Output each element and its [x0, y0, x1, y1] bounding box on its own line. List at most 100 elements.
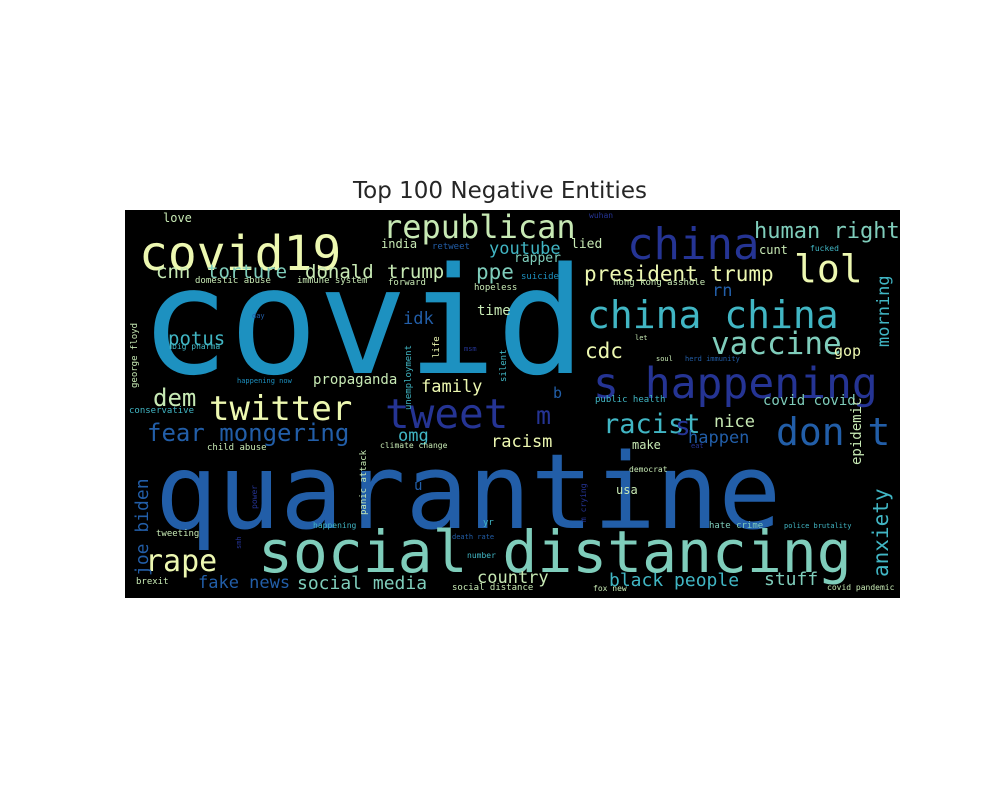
- word-police-brutality: police brutality: [784, 522, 851, 530]
- word-lied: lied: [571, 237, 602, 252]
- word-let: let: [635, 334, 648, 342]
- word-u: u: [414, 478, 422, 494]
- word-s-happening: s happening: [593, 359, 878, 409]
- word-fake-news: fake news: [198, 573, 290, 593]
- word-happening-now: happening now: [237, 377, 293, 385]
- word-republican: republican: [383, 210, 576, 246]
- word-racism: racism: [491, 432, 552, 452]
- word-panic-attack: panic attack: [359, 449, 369, 515]
- word-happening: happening: [313, 521, 357, 530]
- word-morning: morning: [874, 275, 894, 347]
- word-tweet: tweet: [385, 390, 508, 438]
- word-silent: silent: [499, 349, 509, 382]
- word-democrat: democrat: [629, 465, 668, 474]
- word-cunt: cunt: [759, 243, 788, 257]
- word-b: b: [553, 384, 562, 402]
- word-retweet: retweet: [432, 242, 470, 252]
- word-love: love: [163, 211, 192, 225]
- word-lol: lol: [794, 247, 863, 291]
- word-stuff: stuff: [764, 569, 818, 590]
- word-ppe: ppe: [476, 260, 514, 284]
- word-make: make: [632, 438, 661, 452]
- word-climate-change: climate change: [380, 441, 448, 450]
- word-eat: eat: [691, 442, 704, 450]
- word-racist: racist: [603, 409, 701, 440]
- word-unemployment: unemployment: [404, 345, 414, 410]
- word-potus: potus: [168, 328, 225, 350]
- word-social-media: social media: [297, 573, 427, 594]
- word-social-distancing: social distancing: [258, 518, 852, 586]
- word-death-rate: death rate: [452, 533, 494, 541]
- word-rape: rape: [145, 544, 217, 579]
- chart-title: Top 100 Negative Entities: [353, 178, 647, 204]
- word-cnn: cnn: [156, 261, 190, 283]
- word-usa: usa: [616, 483, 638, 497]
- word-tweeting: tweeting: [156, 529, 199, 539]
- word-george-floyd: george floyd: [130, 323, 140, 388]
- word-forward: forward: [388, 278, 426, 288]
- word-quarantine: quarantine: [155, 431, 781, 553]
- word-big-pharma: big pharma: [172, 342, 220, 351]
- word-covid19: covid19: [139, 226, 341, 282]
- word-msm: msm: [464, 345, 477, 353]
- word-rn: rn: [712, 281, 732, 301]
- word-fox-new: fox new: [593, 584, 627, 593]
- word-immune-system: immune system: [297, 276, 367, 286]
- word-cdc: cdc: [585, 339, 623, 363]
- word-vaccine: vaccine: [711, 326, 842, 362]
- word-wuhan: wuhan: [589, 211, 613, 220]
- word-don-t: don t: [776, 410, 890, 454]
- word-gop: gop: [834, 342, 861, 360]
- word-joe-biden: joe biden: [132, 478, 153, 576]
- word-china-china: china china: [587, 293, 839, 337]
- word-country: country: [477, 568, 549, 588]
- word-s: s: [675, 412, 691, 442]
- word-herd-immunity: herd immunity: [685, 355, 740, 363]
- word-family: family: [421, 377, 482, 397]
- word-covid-pandemic: covid pandemic: [827, 583, 895, 592]
- word-time: time: [477, 303, 511, 319]
- word-donald: donald: [305, 261, 374, 283]
- word-president-trump: president trump: [584, 262, 774, 286]
- word-hate-crime: hate crime: [709, 521, 763, 531]
- word-m-crying: m crying: [579, 483, 588, 522]
- word-black-people: black people: [609, 570, 739, 591]
- word-covid: covid: [140, 236, 586, 408]
- word-propaganda: propaganda: [313, 372, 397, 388]
- word-smh: smh: [235, 536, 243, 549]
- word-yr: yr: [483, 518, 494, 528]
- word-china: china: [627, 219, 759, 270]
- word-human-right: human right: [754, 219, 900, 244]
- word-domestic-abuse: domestic abuse: [195, 276, 271, 286]
- word-power: power: [250, 485, 259, 509]
- word-fear-mongering: fear mongering: [147, 419, 349, 447]
- word-m: m: [536, 401, 551, 430]
- word-hong-kong-asshole: hong kong asshole: [613, 278, 705, 288]
- word-public-health: public health: [595, 395, 665, 405]
- word-social-distance: social distance: [452, 583, 533, 593]
- word-brexit: brexit: [136, 577, 169, 587]
- word-epidemic: epidemic: [849, 398, 865, 465]
- word-suicide: suicide: [521, 272, 559, 282]
- word-happen: happen: [688, 428, 749, 448]
- word-twitter: twitter: [209, 389, 352, 429]
- word-idk: idk: [403, 309, 434, 329]
- word-day: day: [252, 312, 265, 320]
- word-omg: omg: [398, 426, 429, 446]
- word-nice: nice: [714, 412, 755, 432]
- word-conservative: conservative: [129, 406, 194, 416]
- word-number: number: [467, 551, 496, 560]
- word-anxiety: anxiety: [869, 488, 893, 577]
- word-fucked: fucked: [810, 244, 839, 253]
- word-trump: trump: [387, 261, 444, 283]
- word-dem: dem: [153, 384, 196, 412]
- word-cloud: covid quarantine social distancing covid19 r…: [125, 210, 900, 598]
- word-youtube: youtube: [489, 239, 561, 259]
- word-india: india: [381, 237, 417, 251]
- word-covid-covid: covid covid: [763, 393, 856, 409]
- word-child-abuse: child abuse: [207, 443, 267, 453]
- word-hopeless: hopeless: [474, 283, 517, 293]
- word-soul: soul: [656, 355, 673, 363]
- word-life: life: [432, 336, 442, 358]
